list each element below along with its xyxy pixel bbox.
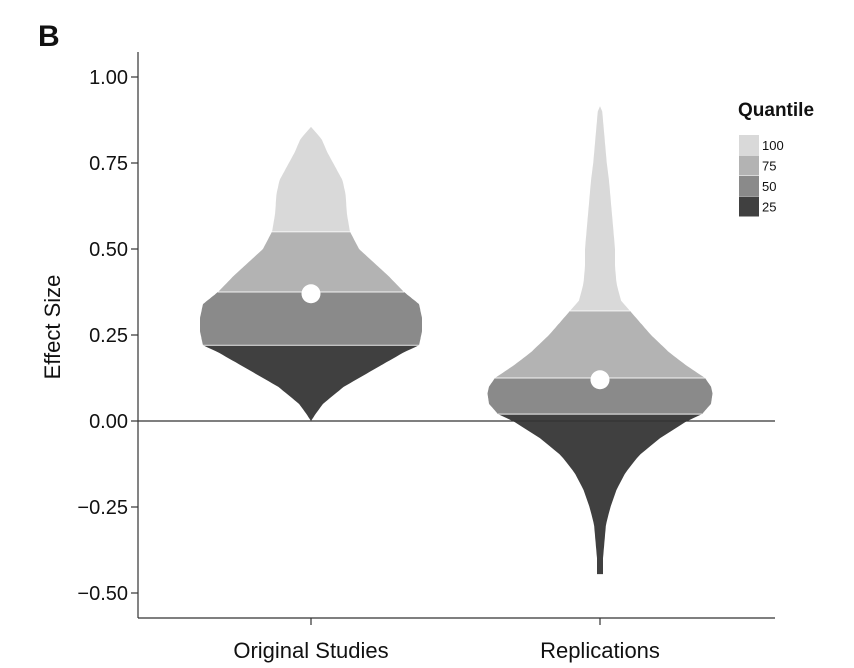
legend-swatch [739,196,759,217]
y-tick-label: 0.25 [89,325,128,347]
panel-label: B [38,20,60,53]
quantile-band-100 [570,106,630,311]
y-tick-label: 0.00 [89,411,128,433]
violin-replications [487,106,713,575]
mean-marker [590,370,610,390]
y-tick-label: 0.50 [89,239,128,261]
legend: Quantile 100 75 50 25 [738,100,814,217]
legend-label: 100 [762,138,784,153]
legend-title: Quantile [738,100,814,121]
legend-label: 50 [762,179,776,194]
violin-original-studies [200,126,422,421]
x-ticks: Original Studies Replications [233,618,660,663]
quantile-band-100 [272,126,350,232]
mean-marker [301,284,321,304]
y-tick-label: −0.25 [77,497,128,519]
quantile-band-50 [200,292,422,346]
legend-label: 75 [762,159,776,174]
legend-swatch [739,155,759,176]
quantile-band-25 [498,414,702,575]
x-tick-label: Original Studies [233,638,388,663]
legend-swatch [739,135,759,155]
y-tick-label: 0.75 [89,153,128,175]
legend-label: 25 [762,200,776,215]
y-tick-label: 1.00 [89,67,128,89]
quantile-band-25 [203,345,419,421]
y-axis-title: Effect Size [40,275,65,380]
y-ticks: 1.00 0.75 0.50 0.25 0.00 −0.25 −0.50 [77,67,138,605]
y-tick-label: −0.50 [77,583,128,605]
x-tick-label: Replications [540,638,660,663]
legend-swatch [739,176,759,196]
quantile-band-75 [495,310,705,378]
violins-layer [200,106,713,575]
quantile-band-75 [218,231,404,292]
quantile-band-50 [487,378,713,415]
